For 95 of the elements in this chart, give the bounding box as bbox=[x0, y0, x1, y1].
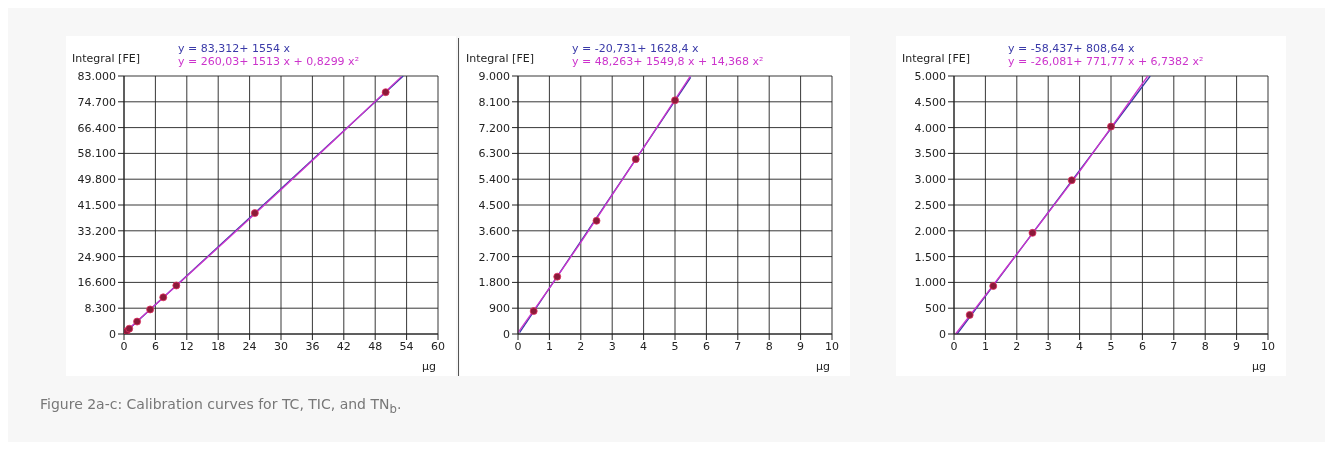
y-tick-label: 0 bbox=[109, 327, 116, 341]
y-tick-label: 5.000 bbox=[914, 69, 946, 83]
point bbox=[529, 307, 538, 315]
y-axis-title: Integral [FE] bbox=[466, 52, 534, 65]
y-tick-label: 3.500 bbox=[914, 147, 946, 161]
x-tick-label: 2 bbox=[1013, 339, 1021, 353]
y-tick-label: 7.200 bbox=[478, 121, 510, 135]
x-tick-label: 9 bbox=[1233, 339, 1241, 353]
x-tick-label: 3 bbox=[608, 339, 616, 353]
y-tick-label: 2.500 bbox=[914, 198, 946, 212]
x-tick-label: 0 bbox=[514, 339, 522, 353]
x-axis-title: µg bbox=[1252, 360, 1266, 373]
x-tick-label: 4 bbox=[1076, 339, 1084, 353]
x-tick-label: 7 bbox=[1170, 339, 1178, 353]
x-tick-label: 54 bbox=[399, 339, 414, 353]
x-tick-label: 24 bbox=[242, 339, 257, 353]
x-tick-label: 1 bbox=[981, 339, 989, 353]
y-tick-label: 900 bbox=[489, 302, 510, 316]
y-tick-label: 49.800 bbox=[77, 173, 116, 187]
y-tick-label: 4.500 bbox=[478, 198, 510, 212]
x-tick-label: 10 bbox=[1261, 339, 1275, 353]
y-tick-label: 1.500 bbox=[914, 250, 946, 264]
y-tick-label: 8.300 bbox=[84, 302, 116, 316]
point bbox=[671, 96, 679, 105]
point bbox=[146, 305, 155, 314]
y-tick-label: 0 bbox=[503, 327, 510, 341]
x-tick-label: 2 bbox=[577, 339, 585, 353]
y-tick-label: 4.000 bbox=[914, 121, 946, 135]
y-tick-label: 58.100 bbox=[77, 147, 116, 161]
y-tick-label: 16.600 bbox=[77, 276, 116, 290]
point bbox=[989, 282, 998, 290]
point bbox=[1067, 176, 1076, 185]
caption: Figure 2a-c: Calibration curves for TC, TIC, and TN$_{b}$. bbox=[40, 396, 402, 416]
point bbox=[159, 293, 168, 302]
y-tick-label: 0 bbox=[939, 327, 946, 341]
y-tick-label: 6.300 bbox=[478, 147, 510, 161]
x-tick-label: 8 bbox=[1201, 339, 1209, 353]
x-tick-label: 1 bbox=[545, 339, 553, 353]
x-tick-label: 5 bbox=[1107, 339, 1115, 353]
text: y = 83,312+ 1554 x bbox=[178, 42, 291, 55]
x-tick-label: 12 bbox=[179, 339, 194, 353]
x-tick-label: 6 bbox=[1138, 339, 1146, 353]
y-tick-label: 83.000 bbox=[77, 69, 116, 83]
y-axis-title: Integral [FE] bbox=[902, 52, 970, 65]
x-tick-label: 0 bbox=[120, 339, 128, 353]
y-tick-label: 8.100 bbox=[478, 95, 510, 109]
x-tick-label: 6 bbox=[702, 339, 710, 353]
text: y = 48,263+ 1549,8 x + 14,368 x² bbox=[572, 55, 764, 68]
x-tick-label: 60 bbox=[431, 339, 445, 353]
y-tick-label: 41.500 bbox=[77, 198, 116, 212]
x-tick-label: 18 bbox=[211, 339, 226, 353]
x-tick-label: 6 bbox=[151, 339, 159, 353]
y-tick-label: 9.000 bbox=[478, 69, 510, 83]
point bbox=[592, 216, 601, 225]
y-tick-label: 1.800 bbox=[478, 276, 510, 290]
point bbox=[631, 155, 640, 164]
point bbox=[553, 272, 562, 281]
text: y = -26,081+ 771,77 x + 6,7382 x² bbox=[1008, 55, 1204, 68]
y-tick-label: 2.700 bbox=[478, 250, 510, 264]
x-tick-label: 8 bbox=[765, 339, 773, 353]
y-tick-label: 3.000 bbox=[914, 173, 946, 187]
y-tick-label: 24.900 bbox=[77, 250, 116, 264]
y-tick-label: 4.500 bbox=[914, 95, 946, 109]
y-tick-label: 33.200 bbox=[77, 224, 116, 238]
x-axis-title: µg bbox=[422, 360, 436, 373]
x-tick-label: 3 bbox=[1044, 339, 1052, 353]
y-tick-label: 66.400 bbox=[77, 121, 116, 135]
y-tick-label: 5.400 bbox=[478, 173, 510, 187]
x-tick-label: 36 bbox=[305, 339, 320, 353]
text: y = -20,731+ 1628,4 x bbox=[572, 42, 700, 55]
point bbox=[965, 311, 974, 319]
x-tick-label: 4 bbox=[640, 339, 648, 353]
x-tick-label: 7 bbox=[734, 339, 742, 353]
x-tick-label: 0 bbox=[950, 339, 958, 353]
x-tick-label: 5 bbox=[671, 339, 679, 353]
y-tick-label: 2.000 bbox=[914, 224, 946, 238]
point bbox=[172, 281, 181, 290]
y-axis-title: Integral [FE] bbox=[72, 52, 140, 65]
x-tick-label: 9 bbox=[797, 339, 805, 353]
x-axis-title: µg bbox=[816, 360, 830, 373]
x-tick-label: 42 bbox=[336, 339, 351, 353]
x-tick-label: 10 bbox=[825, 339, 839, 353]
x-tick-label: 48 bbox=[368, 339, 383, 353]
point bbox=[1107, 122, 1115, 131]
text: y = -58,437+ 808,64 x bbox=[1008, 42, 1136, 55]
y-tick-label: 74.700 bbox=[77, 95, 116, 109]
y-tick-label: 3.600 bbox=[478, 224, 510, 238]
y-tick-label: 500 bbox=[925, 302, 946, 316]
text: y = 260,03+ 1513 x + 0,8299 x² bbox=[178, 55, 360, 68]
y-tick-label: 1.000 bbox=[914, 276, 946, 290]
point bbox=[133, 317, 141, 326]
point bbox=[1028, 228, 1037, 237]
point bbox=[381, 88, 390, 97]
point bbox=[250, 209, 259, 217]
x-tick-label: 30 bbox=[274, 339, 288, 353]
